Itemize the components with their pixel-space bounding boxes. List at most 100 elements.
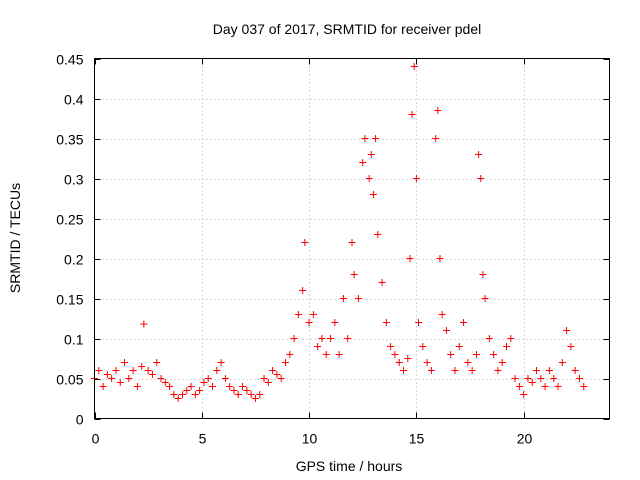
data-point [442, 327, 450, 334]
y-tick-label: 0.45 [56, 52, 83, 68]
data-point [314, 343, 322, 350]
data-point [260, 375, 268, 382]
data-points [91, 63, 588, 402]
data-point [239, 383, 247, 390]
data-point [133, 383, 141, 390]
data-point [170, 391, 178, 398]
data-point [490, 351, 498, 358]
data-point [251, 395, 259, 402]
data-point [166, 383, 174, 390]
data-point [427, 367, 435, 374]
data-point [558, 359, 566, 366]
data-point [432, 135, 440, 142]
data-point [511, 375, 519, 382]
data-point [395, 359, 403, 366]
data-point [153, 359, 161, 366]
x-axis-label: GPS time / hours [296, 458, 403, 474]
data-point [477, 175, 485, 182]
data-point [108, 375, 116, 382]
data-point [335, 351, 343, 358]
data-point [498, 359, 506, 366]
data-point [550, 375, 558, 382]
chart-title: Day 037 of 2017, SRMTID for receiver pde… [213, 21, 481, 37]
y-tick-label: 0.05 [56, 372, 83, 388]
data-point [174, 395, 182, 402]
data-point [286, 351, 294, 358]
data-point [187, 383, 195, 390]
y-tick-label: 0.4 [64, 92, 84, 108]
data-point [524, 375, 532, 382]
data-point [230, 387, 238, 394]
data-point [503, 343, 510, 350]
data-point [277, 375, 285, 382]
data-point [116, 379, 124, 386]
data-point [408, 111, 416, 118]
plot-frame [94, 58, 610, 419]
data-point [468, 367, 476, 374]
data-point [305, 319, 313, 326]
data-point [436, 255, 444, 262]
y-tick-label: 0.3 [64, 172, 84, 188]
data-point [196, 387, 204, 394]
data-point [455, 343, 463, 350]
x-tick-label: 10 [302, 431, 318, 447]
y-tick-label: 0.2 [64, 252, 84, 268]
data-point [400, 367, 407, 374]
data-point [103, 371, 111, 378]
data-point [472, 351, 480, 358]
data-point [273, 371, 281, 378]
data-point [204, 375, 212, 382]
data-point [533, 367, 541, 374]
data-point [387, 343, 395, 350]
data-point [391, 351, 399, 358]
data-point [301, 239, 309, 246]
data-point [318, 335, 326, 342]
data-point [575, 375, 583, 382]
data-point [281, 359, 289, 366]
data-point [209, 383, 217, 390]
data-point [369, 191, 377, 198]
data-point [148, 371, 156, 378]
data-point [344, 335, 352, 342]
data-point [520, 391, 528, 398]
data-point [571, 367, 579, 374]
data-point [339, 295, 347, 302]
data-point [112, 367, 120, 374]
data-point [367, 151, 375, 158]
x-tick-label: 0 [92, 431, 100, 447]
data-point [327, 335, 335, 342]
data-point [121, 359, 129, 366]
data-point [475, 151, 483, 158]
data-point [382, 319, 390, 326]
data-point [309, 311, 317, 318]
data-point [406, 255, 414, 262]
data-point [528, 379, 536, 386]
data-point [460, 319, 468, 326]
data-point [479, 271, 487, 278]
data-point [294, 311, 302, 318]
data-point [264, 379, 272, 386]
data-point [183, 387, 191, 394]
data-point [125, 375, 133, 382]
data-point [138, 363, 146, 370]
data-point [95, 367, 103, 374]
data-point [404, 355, 412, 362]
data-point [494, 367, 502, 374]
data-point [322, 351, 330, 358]
data-point [350, 271, 358, 278]
y-tick-label: 0.25 [56, 212, 83, 228]
data-point [256, 391, 264, 398]
data-point [563, 327, 571, 334]
data-point [415, 319, 423, 326]
data-point [410, 63, 418, 70]
y-tick-label: 0.35 [56, 132, 83, 148]
y-axis-label: SRMTID / TECUs [7, 183, 23, 293]
data-point [537, 375, 545, 382]
data-point [221, 375, 229, 382]
data-point [299, 287, 307, 294]
data-point [226, 383, 234, 390]
data-point [331, 319, 339, 326]
x-tick-label: 15 [409, 431, 425, 447]
data-point [161, 379, 169, 386]
data-point [374, 231, 382, 238]
